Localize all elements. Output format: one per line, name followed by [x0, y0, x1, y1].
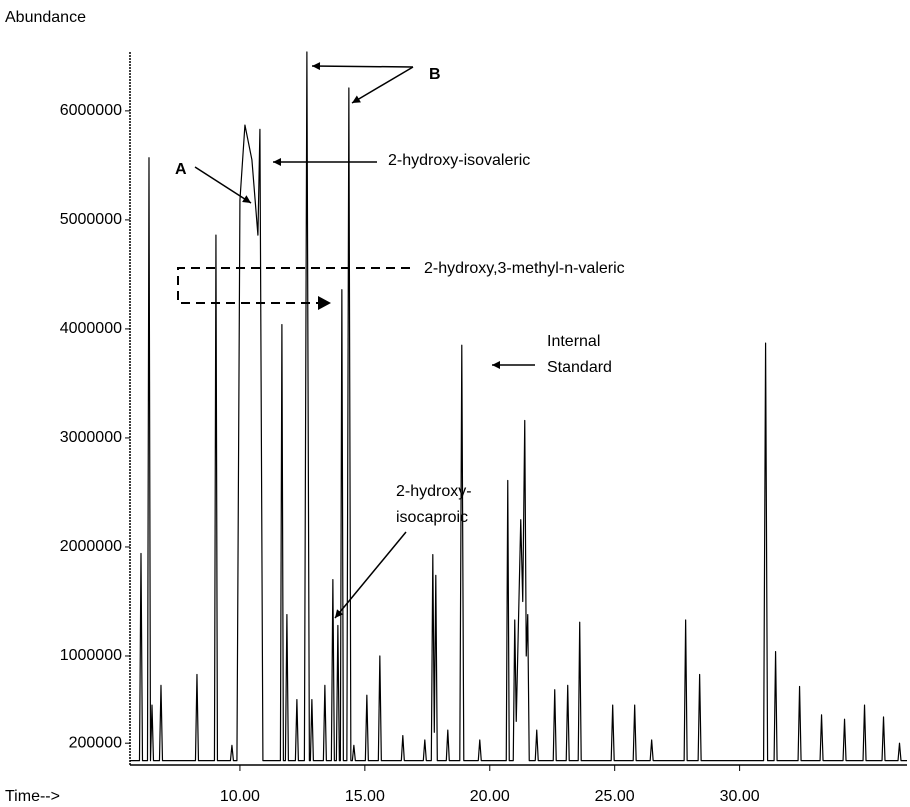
annotation-methylvaleric: 2-hydroxy,3-methyl-n-valeric [424, 260, 625, 277]
annotation-isocaproic: 2-hydroxy- [396, 483, 472, 500]
x-tick-label: 10.00 [220, 788, 260, 805]
annotation-internal-standard: Internal [547, 333, 600, 350]
annotation-a: A [175, 161, 187, 178]
annotation-isovaleric: 2-hydroxy-isovaleric [388, 152, 530, 169]
arrow-head [318, 296, 331, 310]
arrow [311, 62, 414, 71]
y-tick-label: 200000 [69, 734, 122, 751]
x-tick-label: 15.00 [345, 788, 385, 805]
trace [130, 51, 907, 762]
dashed-arrow [177, 267, 410, 304]
y-tick-label: 2000000 [60, 538, 122, 555]
y-tick-label: 4000000 [60, 320, 122, 337]
y-tick-label: 1000000 [60, 647, 122, 664]
y-axis-label: Abundance [5, 9, 86, 26]
annotation-isocaproic: isocaproic [396, 509, 468, 526]
x-axis-label: Time--> [5, 788, 60, 805]
annotation-internal-standard: Standard [547, 359, 612, 376]
x-tick-label: 25.00 [595, 788, 635, 805]
arrow [351, 66, 414, 104]
x-tick-label: 30.00 [720, 788, 760, 805]
x-tick-label: 20.00 [470, 788, 510, 805]
annotation-b: B [429, 66, 441, 83]
y-tick-label: 6000000 [60, 102, 122, 119]
y-tick-label: 5000000 [60, 211, 122, 228]
arrow [194, 166, 252, 204]
y-tick-label: 3000000 [60, 429, 122, 446]
arrow [334, 531, 407, 619]
